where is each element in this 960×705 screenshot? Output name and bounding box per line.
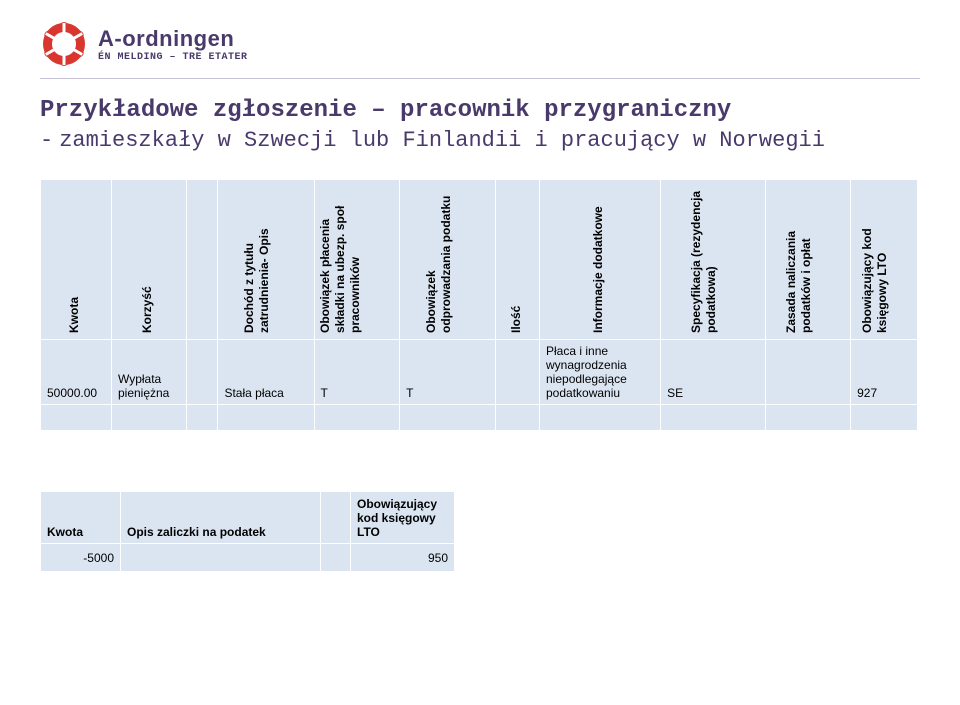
col-podatek: Obowiązek odprowadzania podatku [400,180,496,340]
brand-tagline: ÉN MELDING – TRE ETATER [98,52,248,63]
cell-spec: SE [661,340,765,405]
subtitle-dash: - [40,128,53,153]
t2-col-gap [321,492,351,544]
col-label: Zasada naliczania podatków i opłat [784,183,814,333]
col-zasada: Zasada naliczania podatków i opłat [765,180,851,340]
table2-row: -5000 950 [41,544,455,572]
page-subtitle: -zamieszkały w Szwecji lub Finlandii i p… [40,128,920,153]
table-header-row: Kwota Korzyść Dochód z tytułu zatrudnien… [41,180,918,340]
col-label: Kwota [67,297,82,333]
col-label: Dochód z tytułu zatrudnienia- Opis [242,183,272,333]
cell-kwota: 50000.00 [41,340,112,405]
cell-opis: Stała płaca [218,340,314,405]
col-kod: Obowiązujący kod księgowy LTO [851,180,918,340]
cell-gap [187,340,218,405]
cell-kod: 927 [851,340,918,405]
cell-zasada [765,340,851,405]
table-row: 50000.00 Wypłata pieniężna Stała płaca T… [41,340,918,405]
col-label: Specyfikacja (rezydencja podatkowa) [689,183,719,333]
t2-col-kod: Obowiązujący kod księgowy LTO [351,492,455,544]
cell-ilosc [496,340,540,405]
col-ilosc: Ilość [496,180,540,340]
col-kwota: Kwota [41,180,112,340]
cell-podatek: T [400,340,496,405]
col-label: Korzyść [140,286,155,333]
brand-name: A-ordningen [98,26,248,52]
subtitle-text: zamieszkały w Szwecji lub Finlandii i pr… [59,128,825,153]
brand-text: A-ordningen ÉN MELDING – TRE ETATER [98,26,248,63]
col-label: Obowiązek płacenia składki na ubezp. spo… [318,183,363,333]
t2-cell-kod: 950 [351,544,455,572]
t2-col-kwota: Kwota [41,492,121,544]
col-spec: Specyfikacja (rezydencja podatkowa) [661,180,765,340]
table-row-empty [41,405,918,431]
col-label: Informacje dodatkowe [591,183,606,333]
page-title: Przykładowe zgłoszenie – pracownik przyg… [40,97,920,124]
main-table: Kwota Korzyść Dochód z tytułu zatrudnien… [40,179,918,431]
t2-cell-opis [121,544,321,572]
col-gap [187,180,218,340]
t2-cell-gap [321,544,351,572]
col-korzysc: Korzyść [111,180,186,340]
t2-col-opis: Opis zaliczki na podatek [121,492,321,544]
cell-skladki: T [314,340,400,405]
col-label: Ilość [509,306,524,333]
col-label: Obowiązek odprowadzania podatku [424,183,454,333]
cell-korzysc: Wypłata pieniężna [111,340,186,405]
table2-header-row: Kwota Opis zaliczki na podatek Obowiązuj… [41,492,455,544]
secondary-table: Kwota Opis zaliczki na podatek Obowiązuj… [40,491,455,572]
col-opis: Dochód z tytułu zatrudnienia- Opis [218,180,314,340]
header-divider [40,78,920,79]
t2-cell-kwota: -5000 [41,544,121,572]
cell-info: Płaca i inne wynagrodzenia niepodlegając… [540,340,661,405]
col-skladki: Obowiązek płacenia składki na ubezp. spo… [314,180,400,340]
brand-header: A-ordningen ÉN MELDING – TRE ETATER [40,20,920,68]
brand-logo-icon [40,20,88,68]
col-label: Obowiązujący kod księgowy LTO [860,183,890,333]
col-info: Informacje dodatkowe [540,180,661,340]
